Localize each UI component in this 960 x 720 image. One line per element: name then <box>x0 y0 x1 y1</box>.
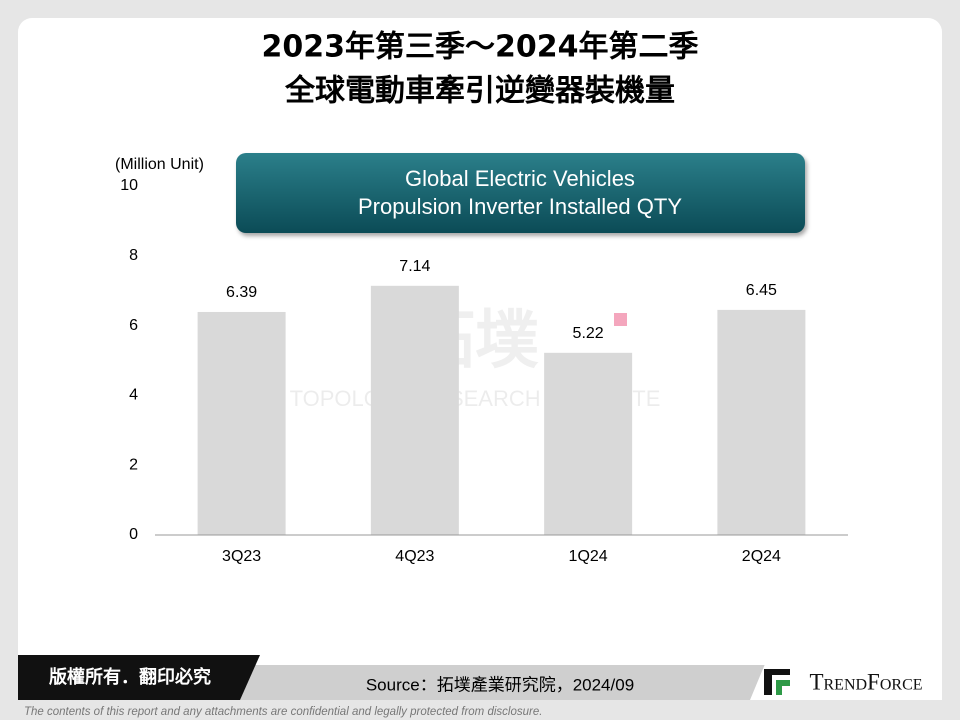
title-line: 2023年第三季～2024年第二季 <box>262 30 699 65</box>
chart: (Million Unit) 0 2 4 6 8 10 6.39 3Q23 7.14 4Q23 5.2… <box>115 156 848 565</box>
value-label: 6.45 <box>746 282 777 299</box>
disclaimer: The contents of this report and any atta… <box>24 706 542 718</box>
y-tick-label: 4 <box>129 387 138 404</box>
x-tick-label: 1Q24 <box>569 548 608 565</box>
y-tick-label: 6 <box>129 317 138 334</box>
title-line: 全球電動車牽引逆變器裝機量 <box>284 74 675 109</box>
copyright-band <box>18 655 260 700</box>
bar <box>544 352 633 535</box>
x-tick-label: 4Q23 <box>395 548 434 565</box>
x-tick-label: 3Q23 <box>222 548 261 565</box>
decoration <box>614 313 627 326</box>
value-label: 5.22 <box>573 325 604 342</box>
x-tick-label: 2Q24 <box>742 548 781 565</box>
source: Source：拓墣產業研究院，2024/09 <box>366 675 634 694</box>
value-label: 7.14 <box>399 258 430 275</box>
value-label: 6.39 <box>226 284 257 301</box>
banner <box>236 153 805 233</box>
y-axis-label: (Million Unit) <box>115 156 204 173</box>
y-tick-label: 2 <box>129 456 138 473</box>
bar <box>717 309 806 535</box>
banner-line: Global Electric Vehicles <box>405 166 635 191</box>
logo-text: TrendForce <box>809 669 922 694</box>
logo-area <box>750 640 942 700</box>
y-tick-label: 0 <box>129 526 138 543</box>
bar <box>370 285 459 535</box>
banner-line: Propulsion Inverter Installed QTY <box>358 194 682 219</box>
y-tick-label: 10 <box>120 177 138 194</box>
logo-icon <box>764 669 790 695</box>
bar <box>197 311 286 535</box>
y-tick-label: 8 <box>129 247 138 264</box>
copyright: 版權所有．翻印必究 <box>49 666 211 687</box>
